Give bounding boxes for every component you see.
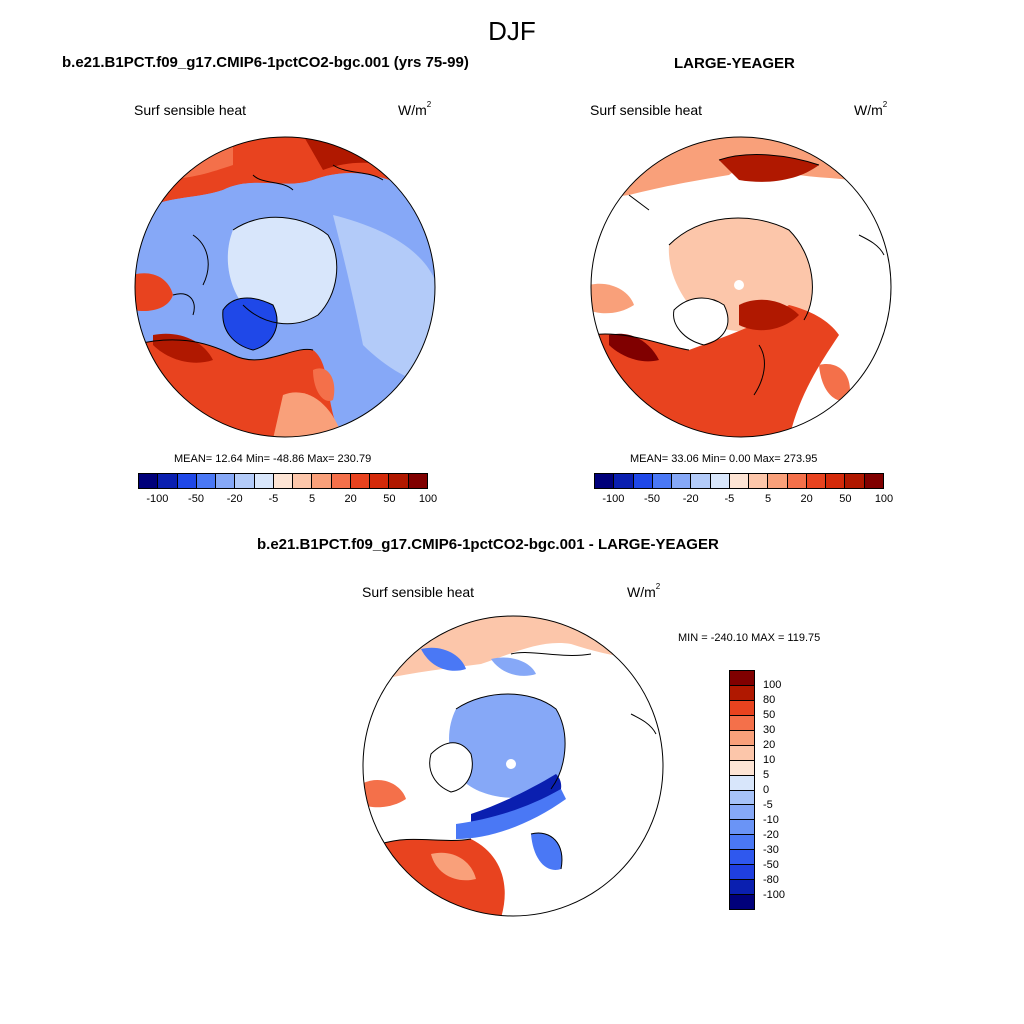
colorbar-tick-label: 50 bbox=[763, 709, 776, 721]
colorbar-tick-label: 0 bbox=[763, 784, 770, 796]
colorbar-tick-label: -100 bbox=[146, 493, 169, 505]
panel1-colorbar bbox=[138, 473, 428, 489]
colorbar-swatch bbox=[312, 474, 332, 488]
panel3-units: W/m2 bbox=[627, 582, 661, 600]
colorbar-tick-label: -20 bbox=[763, 829, 779, 841]
colorbar-swatch bbox=[158, 474, 178, 488]
colorbar-swatch bbox=[730, 835, 754, 851]
colorbar-tick-label: 80 bbox=[763, 694, 776, 706]
colorbar-swatch bbox=[196, 474, 217, 488]
panel2-variable-label: Surf sensible heat bbox=[590, 102, 703, 118]
colorbar-tick-label: -20 bbox=[226, 493, 243, 505]
colorbar-swatch bbox=[370, 474, 390, 488]
colorbar-swatch bbox=[408, 474, 427, 488]
colorbar-swatch bbox=[139, 474, 159, 488]
colorbar-swatch bbox=[730, 895, 754, 909]
colorbar-tick-label: 20 bbox=[763, 739, 776, 751]
colorbar-swatch bbox=[730, 715, 754, 731]
panel1-polar-map bbox=[134, 136, 436, 438]
colorbar-tick-label: -5 bbox=[724, 493, 735, 505]
colorbar-tick-label: -50 bbox=[188, 493, 204, 505]
colorbar-swatch bbox=[864, 474, 883, 488]
colorbar-tick-label: 5 bbox=[308, 493, 316, 505]
colorbar-tick-label: -5 bbox=[268, 493, 279, 505]
panel1-units: W/m2 bbox=[398, 100, 432, 118]
colorbar-swatch bbox=[729, 474, 750, 488]
colorbar-swatch bbox=[350, 474, 371, 488]
panel2-title: LARGE-YEAGER bbox=[674, 55, 795, 72]
colorbar-tick-label: 20 bbox=[344, 493, 357, 505]
colorbar-tick-label: 20 bbox=[800, 493, 813, 505]
colorbar-tick-label: 30 bbox=[763, 724, 776, 736]
colorbar-tick-label: -5 bbox=[763, 799, 773, 811]
panel1-stats: MEAN= 12.64 Min= -48.86 Max= 230.79 bbox=[174, 453, 372, 465]
colorbar-swatch bbox=[595, 474, 615, 488]
colorbar-tick-label: -30 bbox=[763, 844, 779, 856]
colorbar-swatch bbox=[633, 474, 653, 488]
colorbar-swatch bbox=[730, 805, 754, 821]
colorbar-swatch bbox=[730, 745, 754, 761]
colorbar-swatch bbox=[216, 474, 236, 488]
colorbar-swatch bbox=[293, 474, 313, 488]
panel1-variable-label: Surf sensible heat bbox=[134, 102, 247, 118]
panel2-polar-map bbox=[590, 136, 892, 438]
colorbar-swatch bbox=[730, 760, 754, 776]
colorbar-swatch bbox=[826, 474, 846, 488]
colorbar-tick-label: -80 bbox=[763, 874, 779, 886]
colorbar-swatch bbox=[389, 474, 409, 488]
colorbar-swatch bbox=[177, 474, 197, 488]
colorbar-swatch bbox=[730, 671, 754, 686]
colorbar-swatch bbox=[691, 474, 711, 488]
colorbar-tick-label: 5 bbox=[763, 769, 770, 781]
colorbar-swatch bbox=[652, 474, 673, 488]
colorbar-swatch bbox=[845, 474, 865, 488]
colorbar-tick-label: -100 bbox=[602, 493, 625, 505]
panel3-variable-label: Surf sensible heat bbox=[362, 584, 475, 600]
panel2-colorbar bbox=[594, 473, 884, 489]
colorbar-tick-label: 50 bbox=[383, 493, 396, 505]
panel2-units: W/m2 bbox=[854, 100, 888, 118]
colorbar-swatch bbox=[273, 474, 294, 488]
colorbar-swatch bbox=[730, 730, 754, 746]
panel2-stats: MEAN= 33.06 Min= 0.00 Max= 273.95 bbox=[630, 453, 818, 465]
colorbar-swatch bbox=[749, 474, 769, 488]
panel3-title: b.e21.B1PCT.f09_g17.CMIP6-1pctCO2-bgc.00… bbox=[257, 536, 719, 553]
colorbar-tick-label: -100 bbox=[763, 889, 786, 901]
colorbar-tick-label: 100 bbox=[874, 493, 894, 505]
colorbar-tick-label: 5 bbox=[764, 493, 772, 505]
colorbar-tick-label: -50 bbox=[763, 859, 779, 871]
colorbar-tick-label: 100 bbox=[418, 493, 438, 505]
colorbar-tick-label: -50 bbox=[644, 493, 660, 505]
colorbar-swatch bbox=[730, 685, 754, 701]
panel3-stats: MIN = -240.10 MAX = 119.75 bbox=[678, 632, 821, 644]
colorbar-tick-label: 10 bbox=[763, 754, 776, 766]
colorbar-swatch bbox=[331, 474, 351, 488]
colorbar-swatch bbox=[710, 474, 730, 488]
colorbar-swatch bbox=[806, 474, 827, 488]
colorbar-swatch bbox=[254, 474, 274, 488]
colorbar-swatch bbox=[235, 474, 255, 488]
colorbar-tick-label: 50 bbox=[839, 493, 852, 505]
colorbar-swatch bbox=[614, 474, 634, 488]
colorbar-swatch bbox=[730, 865, 754, 881]
colorbar-swatch bbox=[730, 850, 754, 866]
main-title: DJF bbox=[488, 16, 536, 46]
colorbar-swatch bbox=[730, 775, 754, 791]
panel3-polar-map bbox=[362, 615, 664, 917]
colorbar-swatch bbox=[768, 474, 788, 488]
colorbar-swatch bbox=[730, 700, 754, 716]
colorbar-swatch bbox=[730, 820, 754, 836]
colorbar-tick-label: -20 bbox=[682, 493, 699, 505]
panel3-colorbar bbox=[729, 670, 755, 910]
colorbar-swatch bbox=[672, 474, 692, 488]
colorbar-tick-label: -10 bbox=[763, 814, 779, 826]
colorbar-swatch bbox=[787, 474, 807, 488]
colorbar-tick-label: 100 bbox=[763, 679, 782, 691]
colorbar-swatch bbox=[730, 880, 754, 896]
panel1-title: b.e21.B1PCT.f09_g17.CMIP6-1pctCO2-bgc.00… bbox=[62, 54, 469, 71]
colorbar-swatch bbox=[730, 790, 754, 806]
